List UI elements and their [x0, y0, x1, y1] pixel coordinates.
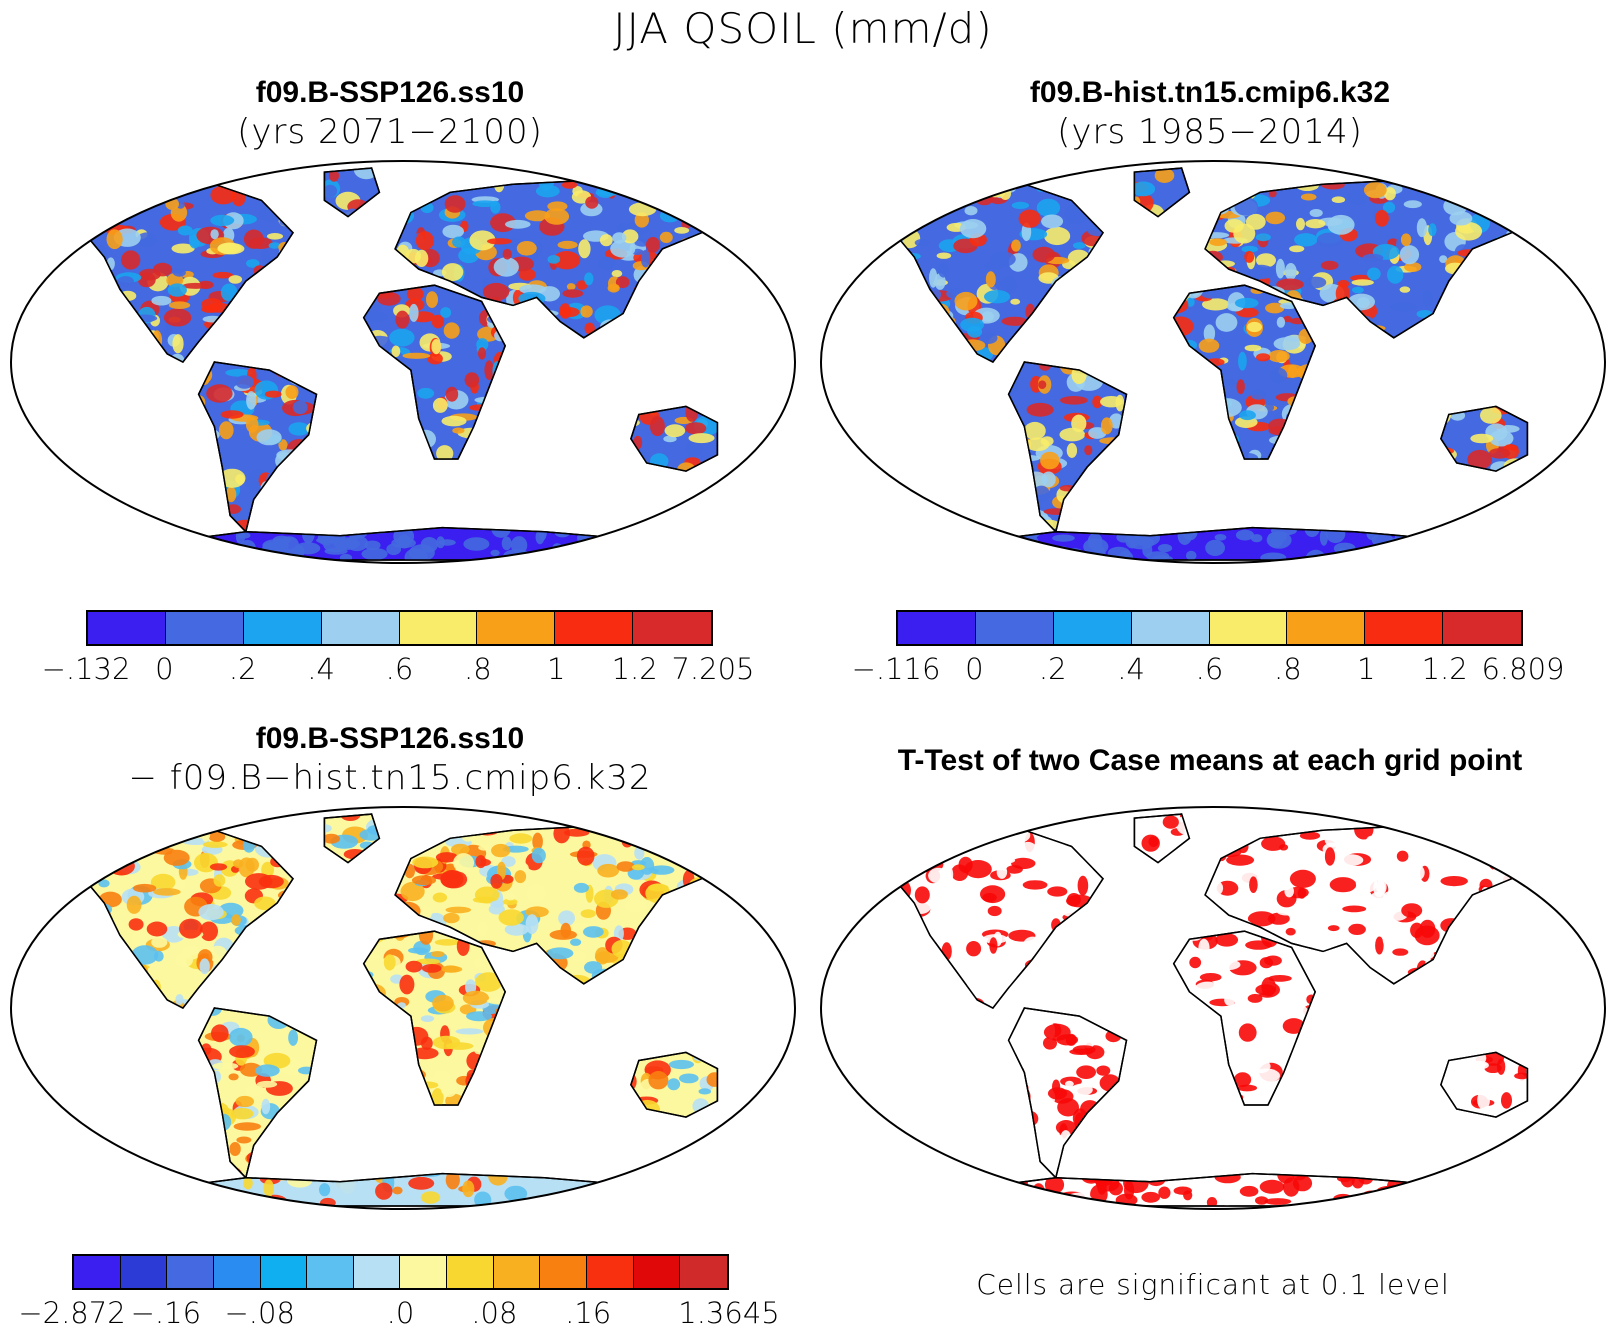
panel-4-note: Cells are significant at 0.1 level — [976, 1268, 1450, 1301]
colorbar-cell — [165, 612, 244, 644]
colorbar-tick-label: −2.872 — [18, 1296, 126, 1330]
colorbar-tick-label: 1 — [547, 652, 566, 686]
colorbar-tick-label: .4 — [1117, 652, 1145, 686]
colorbar-cell — [1287, 612, 1366, 644]
colorbar-cell — [540, 1256, 588, 1288]
colorbar-tick-label: 1 — [1357, 652, 1376, 686]
map-boundary — [820, 806, 1606, 1210]
colorbar-tick-label: −.08 — [224, 1296, 295, 1330]
panel-1-colorbar-labels: −.132 0 .2 .4 .6 .8 1 1.2 7.205 — [42, 652, 755, 688]
colorbar-tick-label: .2 — [1038, 652, 1067, 686]
panel-2-map — [820, 160, 1606, 564]
colorbar-tick-label: −.16 — [130, 1296, 202, 1330]
colorbar-cell — [447, 1256, 494, 1288]
panel-3-title-block: f09.B-SSP126.ss10 − f09.B−hist.tn15.cmip… — [0, 722, 780, 798]
colorbar-tick-label: .0 — [386, 1296, 415, 1330]
panel-1-colorbar — [86, 610, 713, 646]
colorbar-tick-label: 6.809 — [1481, 652, 1565, 686]
colorbar-tick-label: −.116 — [851, 652, 941, 686]
colorbar-cell — [1443, 612, 1521, 644]
panel-1-title-block: f09.B-SSP126.ss10 (yrs 2071−2100) — [0, 76, 780, 152]
colorbar-tick-label: 1.2 — [1421, 652, 1468, 686]
colorbar-cell — [555, 612, 634, 644]
colorbar-cell — [633, 1256, 681, 1288]
colorbar-cell — [680, 1256, 727, 1288]
panel-4-title-block: T-Test of two Case means at each grid po… — [820, 744, 1600, 778]
colorbar-cell — [633, 612, 711, 644]
colorbar-cell — [400, 1256, 448, 1288]
panel-1-subtitle: (yrs 2071−2100) — [237, 112, 543, 152]
colorbar-tick-label: 1.3645 — [678, 1296, 780, 1330]
colorbar-tick-label: .8 — [1274, 652, 1302, 686]
panel-3-title: f09.B-SSP126.ss10 — [255, 722, 525, 755]
colorbar-cell — [260, 1256, 308, 1288]
colorbar-cell — [587, 1256, 634, 1288]
colorbar-cell — [493, 1256, 541, 1288]
colorbar-tick-label: .2 — [228, 652, 257, 686]
colorbar-tick-label: .4 — [307, 652, 335, 686]
panel-2-title: f09.B-hist.tn15.cmip6.k32 — [1029, 76, 1391, 109]
panel-1-title: f09.B-SSP126.ss10 — [255, 76, 525, 109]
colorbar-tick-label: 0 — [965, 652, 984, 686]
panel-3-colorbar-labels: −2.872 −.16 −.08 .0 .08 .16 1.3645 — [18, 1296, 779, 1330]
colorbar-cell — [1053, 612, 1132, 644]
panel-2-title-block: f09.B-hist.tn15.cmip6.k32 (yrs 1985−2014… — [820, 76, 1600, 152]
colorbar-cell — [167, 1256, 214, 1288]
colorbar-cell — [975, 612, 1054, 644]
colorbar-tick-label: 7.205 — [671, 652, 755, 686]
panel-2-colorbar — [896, 610, 1523, 646]
colorbar-cell — [1131, 612, 1210, 644]
colorbar-cell — [307, 1256, 354, 1288]
panel-3-map — [10, 806, 796, 1210]
panel-3-colorbar — [72, 1254, 729, 1290]
main-title: JJA QSOIL (mm/d) — [613, 4, 993, 53]
colorbar-cell — [477, 612, 556, 644]
panel-2-colorbar-labels: −.116 0 .2 .4 .6 .8 1 1.2 6.809 — [852, 652, 1565, 688]
colorbar-cell — [243, 612, 322, 644]
panel-3-subtitle: − f09.B−hist.tn15.cmip6.k32 — [128, 758, 652, 798]
colorbar-cell — [353, 1256, 401, 1288]
panel-1-map — [10, 160, 796, 564]
colorbar-cell — [88, 612, 166, 644]
colorbar-tick-label: .6 — [385, 652, 414, 686]
colorbar-tick-label: −.132 — [41, 652, 131, 686]
map-boundary — [10, 160, 796, 564]
panel-4-title: T-Test of two Case means at each grid po… — [897, 744, 1523, 777]
colorbar-tick-label: .6 — [1195, 652, 1224, 686]
map-boundary — [10, 806, 796, 1210]
colorbar-cell — [213, 1256, 261, 1288]
colorbar-cell — [74, 1256, 121, 1288]
colorbar-cell — [1209, 612, 1288, 644]
colorbar-cell — [321, 612, 400, 644]
colorbar-tick-label: 0 — [155, 652, 174, 686]
colorbar-tick-label: .8 — [464, 652, 492, 686]
colorbar-tick-label: .16 — [565, 1296, 612, 1330]
map-boundary — [820, 160, 1606, 564]
colorbar-tick-label: 1.2 — [611, 652, 658, 686]
panel-2-subtitle: (yrs 1985−2014) — [1057, 112, 1363, 152]
colorbar-tick-label: .08 — [471, 1296, 518, 1330]
colorbar-cell — [1365, 612, 1444, 644]
colorbar-cell — [898, 612, 976, 644]
colorbar-cell — [399, 612, 478, 644]
panel-4-map — [820, 806, 1606, 1210]
colorbar-cell — [120, 1256, 168, 1288]
